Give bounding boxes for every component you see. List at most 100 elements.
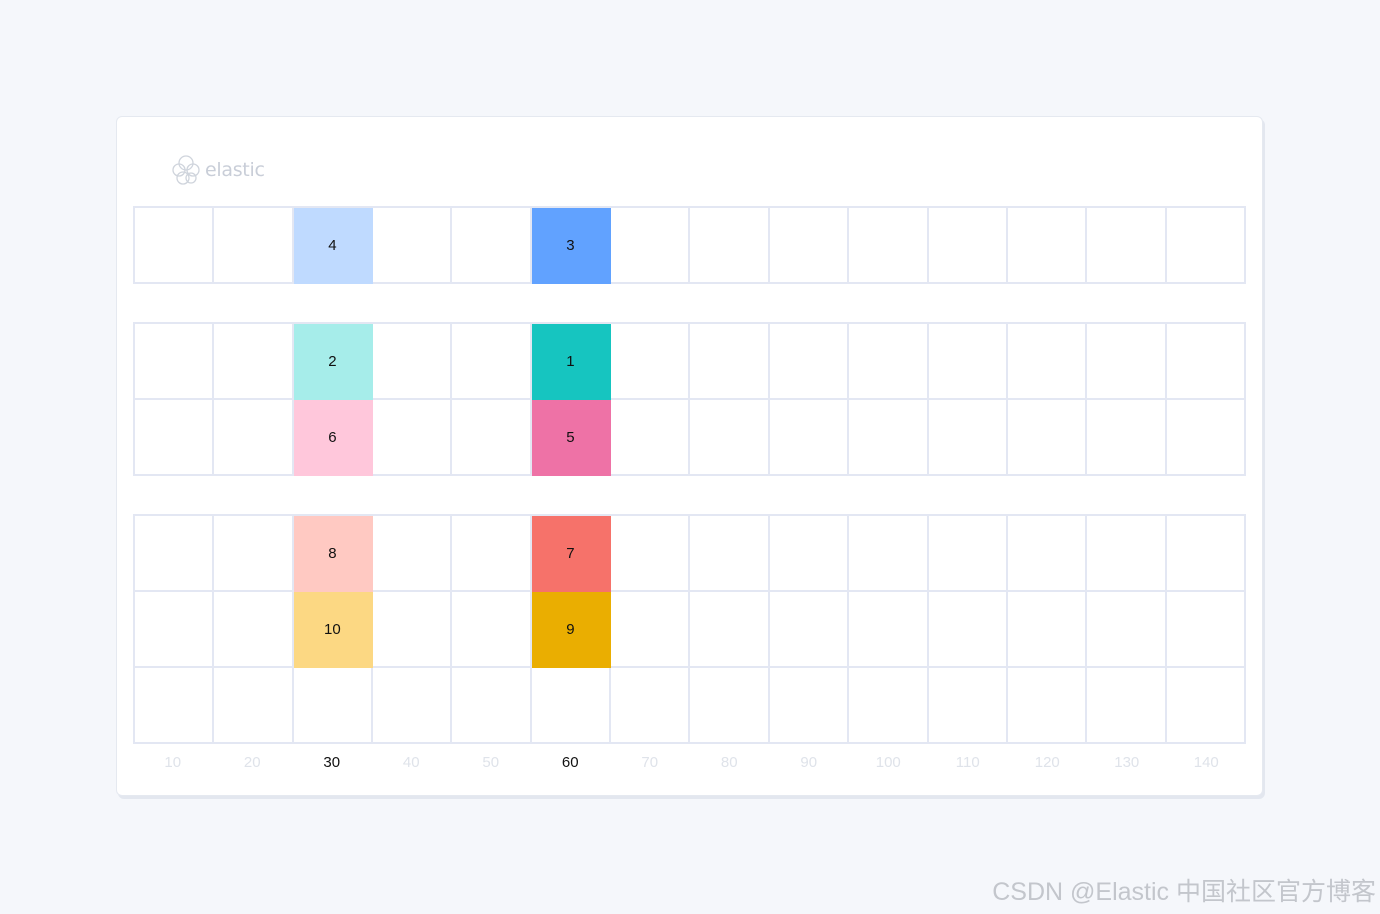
grid-cell bbox=[214, 208, 294, 284]
grid-cell bbox=[849, 324, 929, 400]
grid-cell bbox=[849, 592, 929, 668]
grid-cell bbox=[611, 324, 691, 400]
grid-cell bbox=[690, 208, 770, 284]
grid-cell bbox=[690, 592, 770, 668]
x-tick-label: 70 bbox=[641, 754, 659, 771]
grid-cell bbox=[1007, 324, 1088, 400]
grid-cell bbox=[769, 324, 850, 400]
grid-cell bbox=[769, 400, 850, 476]
grid-cell bbox=[531, 668, 612, 744]
x-tick-label: 60 bbox=[561, 754, 579, 771]
grid-cell bbox=[769, 516, 850, 592]
grid-cell bbox=[135, 324, 215, 400]
grid-cell bbox=[1007, 592, 1088, 668]
grid-cell bbox=[135, 208, 215, 284]
grid-cell bbox=[1166, 592, 1246, 668]
grid-cell bbox=[1166, 324, 1246, 400]
x-tick-label: 130 bbox=[1114, 754, 1140, 771]
shard-block: 2 bbox=[293, 324, 374, 400]
grid-cell bbox=[452, 208, 532, 284]
x-tick-label: 10 bbox=[164, 754, 182, 771]
grid-group-2: 2 1 6 5 bbox=[133, 322, 1246, 476]
x-tick-label: 90 bbox=[800, 754, 818, 771]
elastic-logo: elastic bbox=[170, 153, 265, 187]
grid-cell bbox=[928, 208, 1008, 284]
grid-cell bbox=[373, 516, 453, 592]
grid-cell bbox=[373, 592, 453, 668]
grid-cell bbox=[928, 400, 1008, 476]
grid-cell bbox=[452, 668, 532, 744]
grid-cell bbox=[928, 324, 1008, 400]
grid-cell bbox=[1007, 400, 1088, 476]
logo-text: elastic bbox=[205, 159, 265, 181]
grid-group-3: 8 7 10 9 bbox=[133, 514, 1246, 744]
grid-cell bbox=[611, 516, 691, 592]
grid-cell bbox=[1166, 516, 1246, 592]
grid-cell bbox=[293, 668, 374, 744]
shard-block: 8 bbox=[293, 516, 374, 592]
x-tick-label: 110 bbox=[955, 754, 980, 771]
grid-cell bbox=[135, 400, 215, 476]
grid-cell bbox=[928, 668, 1008, 744]
grid-cell bbox=[928, 592, 1008, 668]
grid-cell bbox=[1087, 516, 1167, 592]
grid-cell bbox=[1087, 208, 1167, 284]
grid-cell bbox=[135, 592, 215, 668]
grid-cell bbox=[690, 324, 770, 400]
grid-cell bbox=[214, 400, 294, 476]
grid-cell bbox=[611, 592, 691, 668]
grid-cell bbox=[373, 208, 453, 284]
grid-cell bbox=[452, 324, 532, 400]
grid-cell bbox=[1007, 516, 1088, 592]
grid-cell bbox=[1007, 208, 1088, 284]
shard-block: 5 bbox=[531, 400, 612, 476]
grid-cell bbox=[928, 516, 1008, 592]
grid-cell bbox=[214, 592, 294, 668]
grid-cell bbox=[452, 592, 532, 668]
shard-block: 6 bbox=[293, 400, 374, 476]
grid-cell bbox=[214, 668, 294, 744]
shard-block: 4 bbox=[293, 208, 374, 284]
x-tick-label: 30 bbox=[323, 754, 341, 771]
x-tick-label: 80 bbox=[720, 754, 738, 771]
grid-cell bbox=[849, 668, 929, 744]
grid-cell bbox=[1087, 592, 1167, 668]
grid-cell bbox=[452, 400, 532, 476]
elastic-cluster-icon bbox=[172, 155, 200, 185]
shard-block: 7 bbox=[531, 516, 612, 592]
grid-cell bbox=[214, 324, 294, 400]
grid-cell bbox=[373, 668, 453, 744]
grid-cell bbox=[769, 208, 850, 284]
grid-cell bbox=[1166, 668, 1246, 744]
shard-block: 9 bbox=[531, 592, 612, 668]
watermark: CSDN @Elastic 中国社区官方博客 bbox=[992, 878, 1376, 906]
grid-cell bbox=[135, 516, 215, 592]
x-tick-label: 100 bbox=[875, 754, 901, 771]
grid-cell bbox=[769, 668, 850, 744]
x-tick-label: 20 bbox=[243, 754, 261, 771]
grid-cell bbox=[1087, 400, 1167, 476]
grid-cell bbox=[690, 400, 770, 476]
grid-cell bbox=[690, 516, 770, 592]
x-tick-label: 50 bbox=[482, 754, 500, 771]
grid-cell bbox=[1166, 400, 1246, 476]
grid-cell bbox=[849, 400, 929, 476]
x-axis: 10 20 30 40 50 60 70 80 90 100 110 120 130 140 bbox=[133, 754, 1246, 778]
x-tick-label: 40 bbox=[402, 754, 420, 771]
grid-cell bbox=[611, 208, 691, 284]
grid-cell bbox=[1166, 208, 1246, 284]
grid-cell bbox=[135, 668, 215, 744]
grid-cell bbox=[214, 516, 294, 592]
grid-cell bbox=[373, 400, 453, 476]
grid-cell bbox=[690, 668, 770, 744]
grid-cell bbox=[611, 400, 691, 476]
x-tick-label: 120 bbox=[1034, 754, 1060, 771]
grid-cell bbox=[1087, 668, 1167, 744]
grid-cell bbox=[769, 592, 850, 668]
shard-block: 1 bbox=[531, 324, 612, 400]
grid-cell bbox=[1007, 668, 1088, 744]
grid-cell bbox=[849, 516, 929, 592]
grid-cell bbox=[1087, 324, 1167, 400]
grid-cell bbox=[452, 516, 532, 592]
